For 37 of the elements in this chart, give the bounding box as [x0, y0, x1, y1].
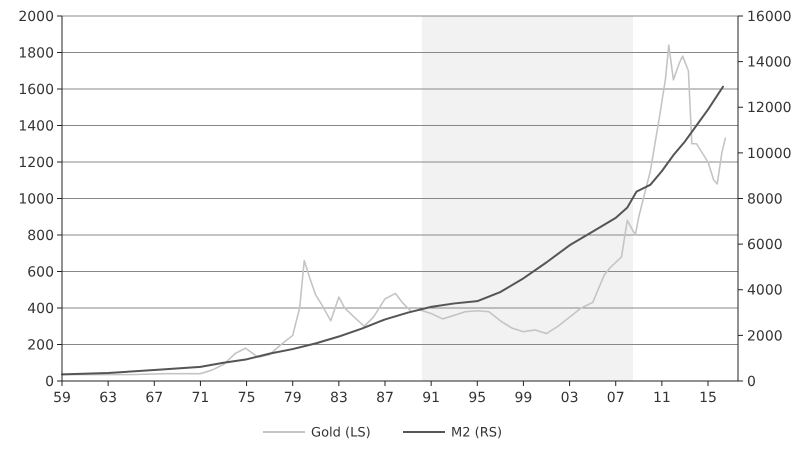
legend-label: M2 (RS)	[451, 426, 502, 441]
x-tick-label: 11	[652, 390, 671, 406]
y2-tick-label: 0	[747, 374, 756, 390]
y-tick-label: 1400	[18, 118, 54, 134]
x-tick-label: 83	[330, 390, 348, 406]
y2-tick-label: 16000	[747, 8, 792, 25]
y-tick-label: 800	[27, 228, 54, 244]
y2-tick-label: 10000	[747, 146, 792, 162]
x-tick-label: 59	[53, 390, 71, 406]
x-tick-label: 95	[468, 390, 486, 406]
y2-tick-label: 12000	[747, 100, 792, 116]
y-tick-label: 200	[27, 337, 54, 354]
y2-tick-label: 2000	[747, 328, 783, 344]
y-tick-label: 600	[27, 264, 54, 280]
y-tick-label: 2000	[18, 8, 54, 25]
x-tick-label: 99	[514, 390, 532, 406]
y2-tick-label: 14000	[747, 54, 792, 71]
x-tick-label: 03	[560, 390, 578, 406]
x-tick-label: 07	[606, 390, 625, 406]
x-tick-label: 71	[192, 390, 210, 406]
x-tick-label: 79	[284, 390, 302, 406]
y2-tick-label: 4000	[747, 282, 783, 299]
x-tick-label: 63	[99, 390, 118, 406]
y-tick-label: 1600	[18, 82, 54, 98]
legend-label: Gold (LS)	[311, 426, 371, 441]
x-tick-label: 15	[699, 390, 717, 406]
y2-tick-label: 6000	[747, 237, 783, 254]
y-tick-label: 0	[45, 374, 54, 390]
y-tick-label: 1200	[18, 154, 54, 171]
x-tick-label: 87	[376, 390, 394, 406]
x-tick-label: 75	[238, 390, 256, 406]
y2-tick-label: 8000	[747, 191, 783, 208]
x-tick-label: 67	[145, 390, 164, 406]
x-tick-label: 91	[422, 390, 440, 406]
y-tick-label: 1800	[18, 45, 54, 62]
y-tick-label: 400	[27, 300, 54, 317]
y-tick-label: 1000	[18, 191, 54, 208]
